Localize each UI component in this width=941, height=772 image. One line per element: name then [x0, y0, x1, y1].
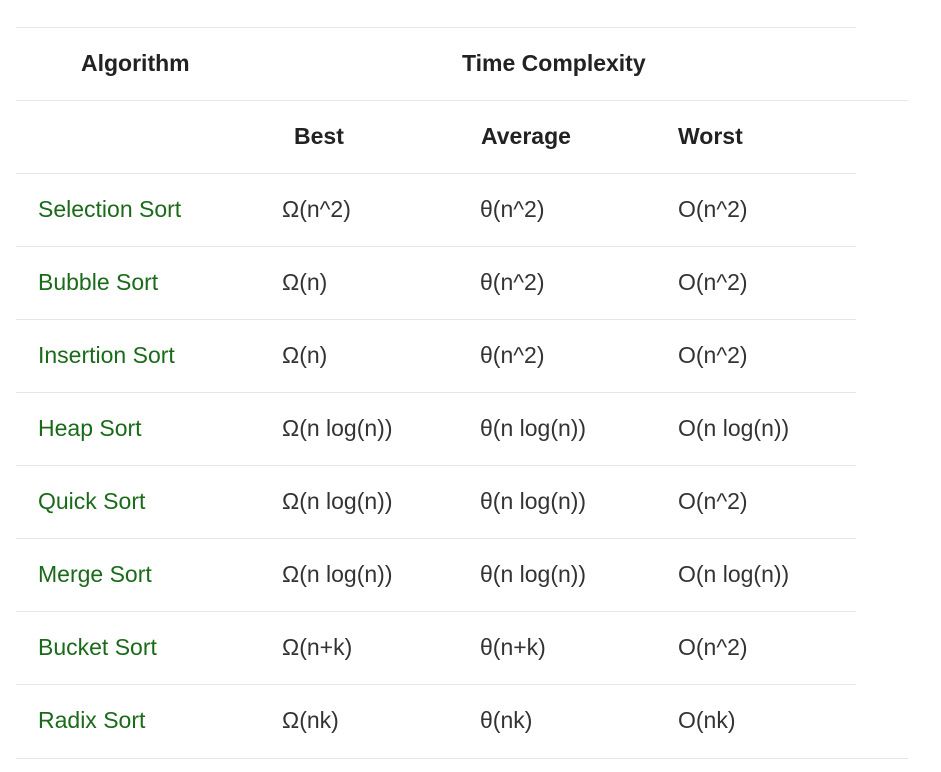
header-time-complexity: Time Complexity	[462, 50, 646, 76]
worst-case-value: O(n^2)	[678, 488, 748, 514]
average-case-value: θ(n^2)	[480, 196, 545, 222]
best-case-value: Ω(n log(n))	[282, 488, 393, 514]
best-case-value: Ω(n log(n))	[282, 415, 393, 441]
header-row-secondary: Best Average Worst	[16, 100, 908, 173]
worst-case-value: O(nk)	[678, 707, 736, 733]
worst-case-value: O(n^2)	[678, 634, 748, 660]
row-divider	[16, 173, 856, 174]
complexity-table: Algorithm Time Complexity Best Average W…	[16, 27, 908, 759]
table-row: Insertion Sort Ω(n) θ(n^2) O(n^2)	[16, 319, 908, 392]
row-divider	[16, 465, 856, 466]
row-divider	[16, 684, 856, 685]
average-case-value: θ(n^2)	[480, 269, 545, 295]
header-worst: Worst	[678, 123, 743, 149]
best-case-value: Ω(n)	[282, 342, 328, 368]
table-row: Bucket Sort Ω(n+k) θ(n+k) O(n^2)	[16, 611, 908, 684]
algorithm-link[interactable]: Merge Sort	[38, 561, 152, 587]
average-case-value: θ(n log(n))	[480, 415, 587, 441]
row-divider	[16, 392, 856, 393]
table-bottom-border	[16, 758, 908, 759]
header-best: Best	[294, 123, 344, 149]
row-divider	[16, 246, 856, 247]
table-row: Merge Sort Ω(n log(n)) θ(n log(n)) O(n log(…	[16, 538, 908, 611]
average-case-value: θ(n log(n))	[480, 561, 587, 587]
row-divider	[16, 611, 856, 612]
average-case-value: θ(nk)	[480, 707, 533, 733]
row-divider	[16, 319, 856, 320]
algorithm-link[interactable]: Selection Sort	[38, 196, 182, 222]
best-case-value: Ω(n+k)	[282, 634, 353, 660]
worst-case-value: O(n^2)	[678, 196, 748, 222]
algorithm-link[interactable]: Quick Sort	[38, 488, 146, 514]
average-case-value: θ(n^2)	[480, 342, 545, 368]
table-row: Quick Sort Ω(n log(n)) θ(n log(n)) O(n^2)	[16, 465, 908, 538]
table-row: Bubble Sort Ω(n) θ(n^2) O(n^2)	[16, 246, 908, 319]
best-case-value: Ω(n log(n))	[282, 561, 393, 587]
worst-case-value: O(n^2)	[678, 269, 748, 295]
worst-case-value: O(n log(n))	[678, 561, 790, 587]
best-case-value: Ω(n)	[282, 269, 328, 295]
worst-case-value: O(n^2)	[678, 342, 748, 368]
table-row: Selection Sort Ω(n^2) θ(n^2) O(n^2)	[16, 173, 908, 246]
table-row: Heap Sort Ω(n log(n)) θ(n log(n)) O(n log(n…	[16, 392, 908, 465]
worst-case-value: O(n log(n))	[678, 415, 790, 441]
header-average: Average	[481, 123, 571, 149]
table-body: Selection Sort Ω(n^2) θ(n^2) O(n^2) Bubble S…	[16, 173, 908, 757]
average-case-value: θ(n+k)	[480, 634, 546, 660]
best-case-value: Ω(n^2)	[282, 196, 351, 222]
table-row: Radix Sort Ω(nk) θ(nk) O(nk)	[16, 684, 908, 757]
best-case-value: Ω(nk)	[282, 707, 339, 733]
algorithm-link[interactable]: Bucket Sort	[38, 634, 157, 660]
row-divider	[16, 538, 856, 539]
header-row-primary: Algorithm Time Complexity	[16, 27, 908, 100]
algorithm-link[interactable]: Heap Sort	[38, 415, 142, 441]
algorithm-link[interactable]: Radix Sort	[38, 707, 146, 733]
average-case-value: θ(n log(n))	[480, 488, 587, 514]
header-algorithm: Algorithm	[81, 50, 190, 76]
header-divider	[16, 100, 908, 101]
table-top-border	[16, 27, 856, 28]
algorithm-link[interactable]: Bubble Sort	[38, 269, 159, 295]
algorithm-link[interactable]: Insertion Sort	[38, 342, 175, 368]
